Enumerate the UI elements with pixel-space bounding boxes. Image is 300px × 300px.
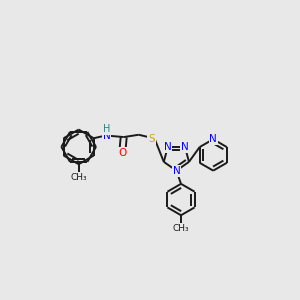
Text: CH₃: CH₃ — [70, 173, 87, 182]
Text: N: N — [209, 134, 217, 144]
Text: H: H — [103, 124, 110, 134]
Text: N: N — [181, 142, 189, 152]
Text: N: N — [103, 131, 110, 141]
Text: N: N — [164, 142, 172, 152]
Text: S: S — [148, 134, 155, 144]
Text: O: O — [118, 148, 127, 158]
Text: CH₃: CH₃ — [173, 224, 189, 233]
Text: N: N — [172, 166, 180, 176]
